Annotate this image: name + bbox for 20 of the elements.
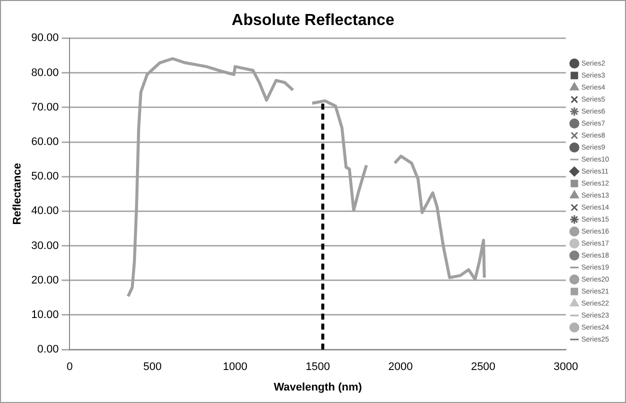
y-tick-label: 0.00 (37, 344, 59, 356)
x-tick-label: 2000 (388, 361, 413, 374)
y-tick-label: 50.00 (31, 170, 59, 183)
x-tick-label: 500 (143, 361, 162, 374)
y-axis-title: Reflectance (12, 163, 24, 225)
y-tick-label: 40.00 (31, 205, 59, 218)
x-axis-title: Wavelength (nm) (274, 381, 362, 394)
y-tick-label: 10.00 (31, 309, 59, 322)
chart-title: Absolute Reflectance (232, 12, 394, 30)
y-tick-label: 60.00 (31, 136, 59, 148)
y-tick-label: 20.00 (31, 274, 59, 286)
y-tick-label: 80.00 (31, 66, 59, 79)
x-tick-label: 0 (66, 361, 73, 374)
y-tick-label: 70.00 (31, 101, 59, 114)
x-tick-label: 3000 (554, 361, 578, 374)
y-tick-label: 30.00 (31, 240, 59, 252)
x-tick-label: 1000 (222, 361, 248, 374)
x-tick-label: 1500 (306, 361, 330, 374)
x-tick-label: 2500 (470, 361, 496, 374)
y-tick-label: 90.00 (31, 32, 59, 44)
